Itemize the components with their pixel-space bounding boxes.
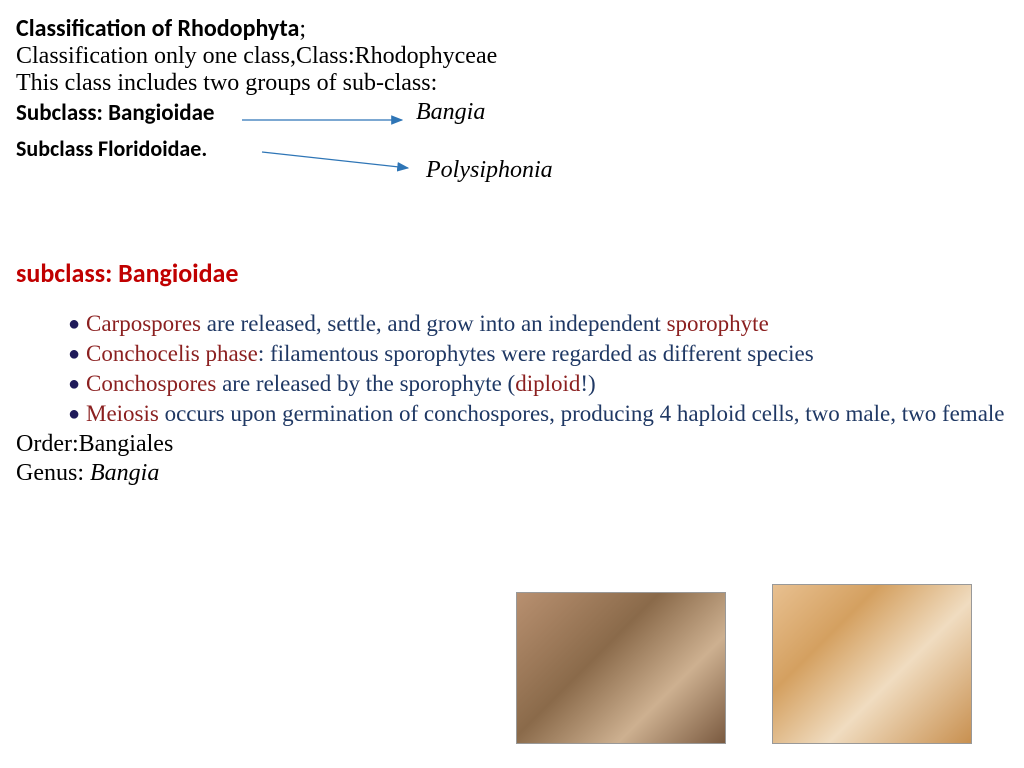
subclass2-label: Subclass Floridoidae. bbox=[16, 135, 207, 162]
header-line3: This class includes two groups of sub-cl… bbox=[16, 70, 1008, 97]
b3-term: Conchospores bbox=[86, 371, 216, 396]
subclass-rows: Subclass: Bangioidae Bangia Subclass Flo… bbox=[16, 99, 1008, 175]
bullet-1: ● Carpospores are released, settle, and … bbox=[68, 309, 1008, 339]
section-header: subclass: Bangioidae bbox=[16, 257, 1008, 289]
b2-term: Conchocelis phase bbox=[86, 341, 258, 366]
bullet-icon: ● bbox=[68, 341, 80, 367]
image-filaments bbox=[772, 584, 972, 744]
b4-term: Meiosis bbox=[86, 401, 159, 426]
image-rock-bangia bbox=[516, 592, 726, 744]
order-line: Order:Bangiales bbox=[16, 431, 1008, 458]
bullet-icon: ● bbox=[68, 371, 80, 397]
b1-tail: are released, settle, and grow into an i… bbox=[201, 311, 667, 336]
b1-term: Carpospores bbox=[86, 311, 201, 336]
header-block: Classification of Rhodophyta; Classifica… bbox=[16, 14, 1008, 97]
bullet-icon: ● bbox=[68, 401, 80, 427]
subclass1-label: Subclass: Bangioidae bbox=[16, 99, 215, 127]
genus-label: Genus: bbox=[16, 460, 90, 486]
b3-dip: diploid bbox=[515, 371, 580, 396]
section-title: subclass: Bangioidae bbox=[16, 257, 239, 289]
bullet-icon: ● bbox=[68, 311, 80, 337]
slide-root: Classification of Rhodophyta; Classifica… bbox=[0, 0, 1024, 768]
subclass1-example: Bangia bbox=[416, 99, 485, 126]
title-bold: Classification of Rhodophyta bbox=[16, 14, 299, 43]
header-line2: Classification only one class,Class:Rhod… bbox=[16, 43, 1008, 70]
subclass2-example: Polysiphonia bbox=[426, 157, 553, 184]
genus-line: Genus: Bangia bbox=[16, 460, 1008, 487]
bullet-2: ● Conchocelis phase: filamentous sporoph… bbox=[68, 339, 1008, 369]
bullet-4: ● Meiosis occurs upon germination of con… bbox=[68, 399, 1008, 429]
bullet-list: ● Carpospores are released, settle, and … bbox=[68, 309, 1008, 429]
b1-end: sporophyte bbox=[667, 311, 769, 336]
title-tail: ; bbox=[299, 16, 306, 42]
b3-mid: are released by the sporophyte ( bbox=[216, 371, 515, 396]
genus-name: Bangia bbox=[90, 460, 159, 486]
b3-exc: !) bbox=[580, 371, 595, 396]
bullet-3: ● Conchospores are released by the sporo… bbox=[68, 369, 1008, 399]
b4-tail: occurs upon germination of conchospores,… bbox=[159, 401, 1005, 426]
b2-tail: : filamentous sporophytes were regarded … bbox=[258, 341, 814, 366]
